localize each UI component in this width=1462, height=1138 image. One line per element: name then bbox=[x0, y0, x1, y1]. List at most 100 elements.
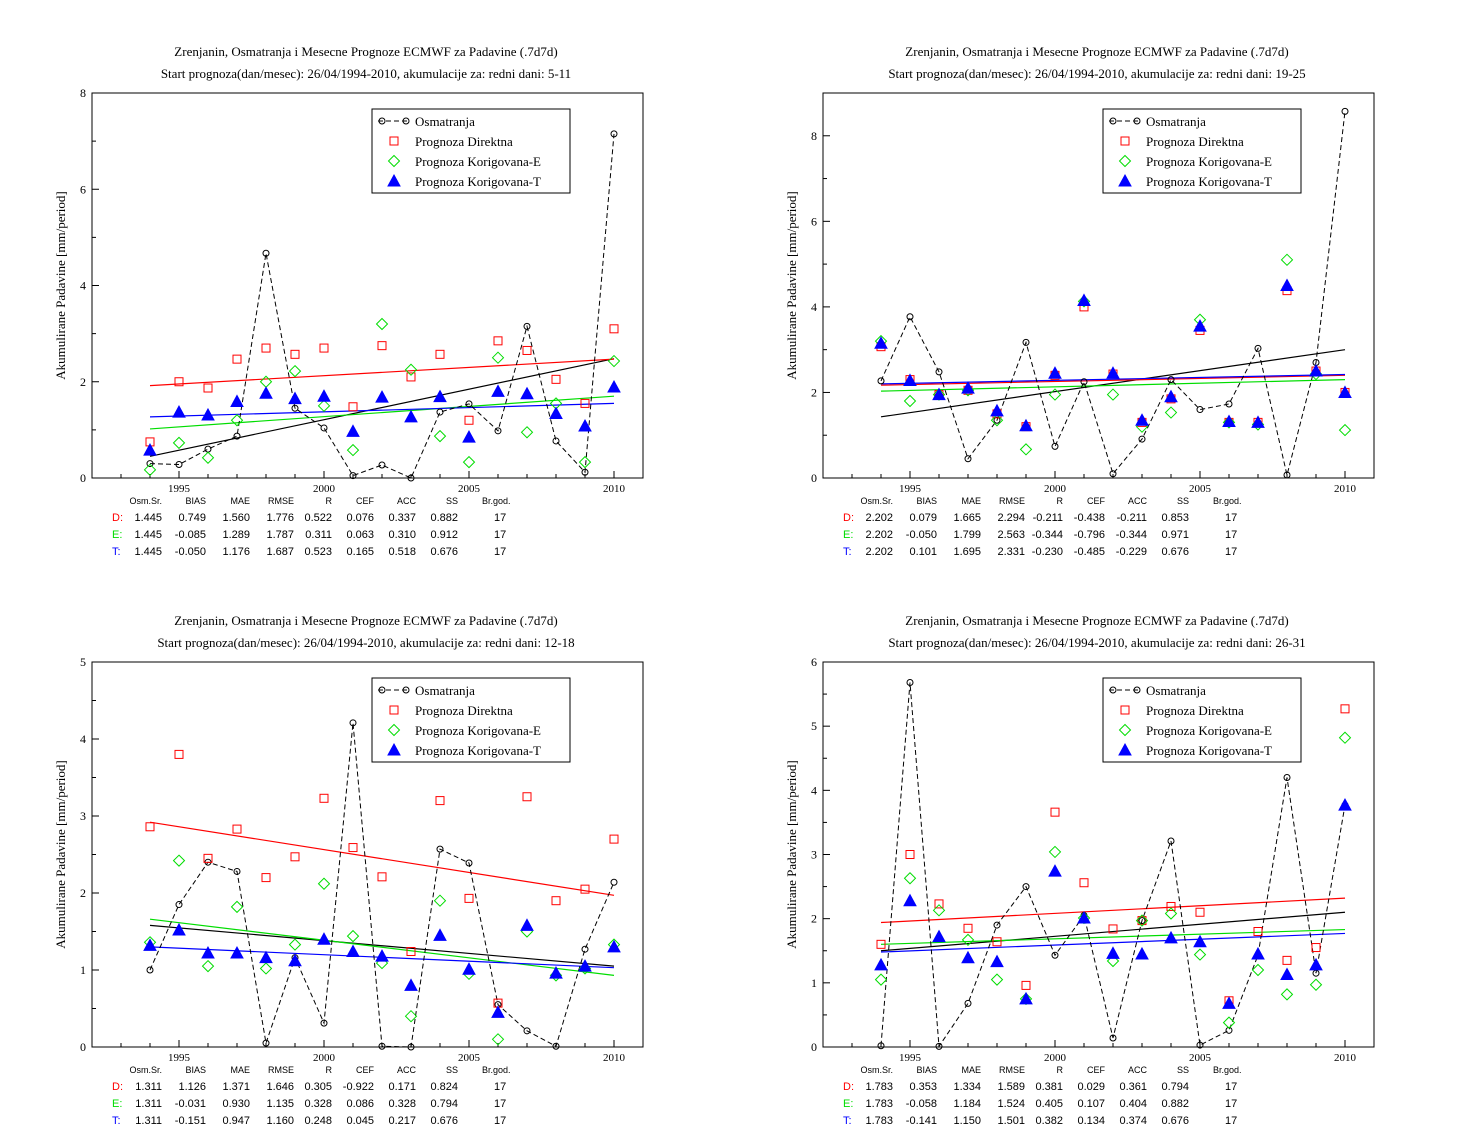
direct-point bbox=[580, 398, 590, 408]
corrT-point bbox=[1077, 910, 1091, 924]
stats-cell: 0.063 bbox=[346, 529, 374, 541]
legend-corrT-marker bbox=[1118, 173, 1132, 187]
corrT-point bbox=[433, 928, 447, 941]
corrT-point bbox=[1280, 967, 1294, 980]
stats-cell: 1.371 bbox=[222, 1081, 250, 1093]
obs-point bbox=[1109, 470, 1117, 478]
legend: Osmatranja Prognoza Direktna Prognoza Kori… bbox=[1102, 108, 1302, 194]
corrT-point bbox=[172, 405, 186, 418]
corrT-point bbox=[462, 962, 476, 975]
stats-row-label: D: bbox=[112, 1081, 123, 1093]
legend-label-corrE: Prognoza Korigovana-E bbox=[1146, 154, 1272, 169]
stats-cell: 1.787 bbox=[266, 529, 294, 541]
stats-cell: 0.971 bbox=[1161, 529, 1189, 541]
y-axis-label: Akumulirane Padavine [mm/period] bbox=[53, 191, 68, 379]
stats-cell: 0.824 bbox=[430, 1081, 458, 1093]
stats-cell: 1.783 bbox=[865, 1115, 893, 1127]
plot-frame bbox=[822, 92, 1375, 479]
stats-header: BIAS bbox=[185, 496, 206, 506]
stats-cell: 0.794 bbox=[430, 1098, 458, 1110]
corrE-point bbox=[1222, 416, 1236, 429]
stats-cell: 0.101 bbox=[909, 546, 937, 558]
corrE-point bbox=[990, 973, 1004, 986]
x-tick-label: 2000 bbox=[1044, 1052, 1067, 1064]
obs-series-line bbox=[880, 111, 1346, 476]
legend-box bbox=[371, 677, 571, 763]
stats-cell: 1.135 bbox=[266, 1098, 294, 1110]
legend-label-corrT: Prognoza Korigovana-T bbox=[1146, 174, 1272, 189]
trend-line-direct bbox=[880, 897, 1346, 924]
corrT-point bbox=[375, 390, 389, 403]
stats-cell: 0.882 bbox=[1161, 1098, 1189, 1110]
corrE-point bbox=[1309, 978, 1323, 991]
corrT-point bbox=[143, 443, 157, 456]
legend-direct-marker bbox=[1120, 136, 1130, 146]
trend-line-corrE bbox=[149, 918, 615, 976]
corrT-point bbox=[1077, 293, 1091, 306]
series-obs bbox=[146, 130, 618, 482]
legend-label-direct: Prognoza Direktna bbox=[1146, 703, 1244, 718]
chart-panel-2: Zrenjanin, Osmatranja i Mesecne Prognoze… bbox=[731, 0, 1462, 569]
stats-header: RMSE bbox=[998, 496, 1025, 506]
corrT-point bbox=[1164, 930, 1178, 944]
legend-obs-marker bbox=[1133, 117, 1141, 125]
corrT-point bbox=[607, 379, 621, 393]
obs-point bbox=[436, 408, 444, 416]
x-tick-label: 1995 bbox=[168, 1052, 191, 1064]
stats-header: ACC bbox=[1127, 1065, 1147, 1075]
corrT-point bbox=[903, 893, 917, 907]
legend-label-obs: Osmatranja bbox=[415, 114, 475, 129]
stats-cell: 17 bbox=[1225, 546, 1238, 558]
corrE-point bbox=[172, 854, 186, 867]
stats-cell: 1.160 bbox=[266, 1115, 294, 1127]
legend-obs-marker bbox=[378, 686, 386, 694]
corrT-point bbox=[549, 406, 563, 420]
obs-point bbox=[1283, 471, 1291, 479]
obs-point bbox=[291, 404, 299, 412]
trend-line-corrE bbox=[880, 928, 1346, 945]
direct-point bbox=[203, 853, 213, 863]
trend-line-direct bbox=[880, 374, 1346, 386]
stats-cell: -0.211 bbox=[1116, 512, 1147, 524]
stats-cell: 0.305 bbox=[304, 1081, 332, 1093]
y-tick-label: 8 bbox=[80, 86, 86, 100]
corrE-point bbox=[578, 455, 592, 469]
direct-point bbox=[1340, 704, 1350, 714]
corrE-point bbox=[1077, 911, 1091, 925]
trend-line-corrE bbox=[880, 379, 1346, 392]
x-tick-label: 2010 bbox=[603, 1052, 626, 1064]
obs-point bbox=[552, 1042, 560, 1050]
stats-header: R bbox=[325, 1065, 333, 1075]
stats-cell: 17 bbox=[494, 1098, 507, 1110]
corrT-point bbox=[1251, 415, 1265, 428]
stats-cell: -0.151 bbox=[174, 1115, 206, 1127]
stats-cell: 0.361 bbox=[1119, 1081, 1147, 1093]
obs-point bbox=[262, 249, 270, 257]
stats-cell: -0.211 bbox=[1032, 512, 1063, 524]
direct-point bbox=[174, 749, 184, 759]
obs-point bbox=[1283, 774, 1291, 781]
corrE-point bbox=[462, 455, 476, 469]
stats-cell: -0.230 bbox=[1031, 546, 1063, 558]
stats-cell: 17 bbox=[494, 1115, 507, 1127]
trend-line-obs bbox=[880, 349, 1346, 418]
corrT-point bbox=[1251, 946, 1265, 960]
corrT-point bbox=[607, 939, 621, 953]
obs-point bbox=[494, 427, 502, 435]
corrE-point bbox=[1338, 731, 1352, 744]
corrT-point bbox=[491, 384, 505, 397]
stats-cell: -0.922 bbox=[342, 1081, 374, 1093]
corrT-point bbox=[143, 938, 157, 951]
y-tick-label: 4 bbox=[80, 279, 86, 293]
y-tick-label: 2 bbox=[80, 886, 86, 900]
legend-obs-marker bbox=[402, 686, 410, 694]
obs-point bbox=[581, 468, 589, 476]
y-axis-label: Akumulirane Padavine [mm/period] bbox=[784, 191, 799, 379]
series-direct bbox=[876, 286, 1350, 432]
y-tick-label: 1 bbox=[80, 963, 86, 977]
corrT-point bbox=[1222, 996, 1236, 1009]
stats-cell: -0.058 bbox=[905, 1098, 937, 1110]
stats-cell: 1.445 bbox=[134, 546, 162, 558]
x-tick-label: 2000 bbox=[313, 483, 336, 495]
direct-point bbox=[493, 336, 503, 346]
